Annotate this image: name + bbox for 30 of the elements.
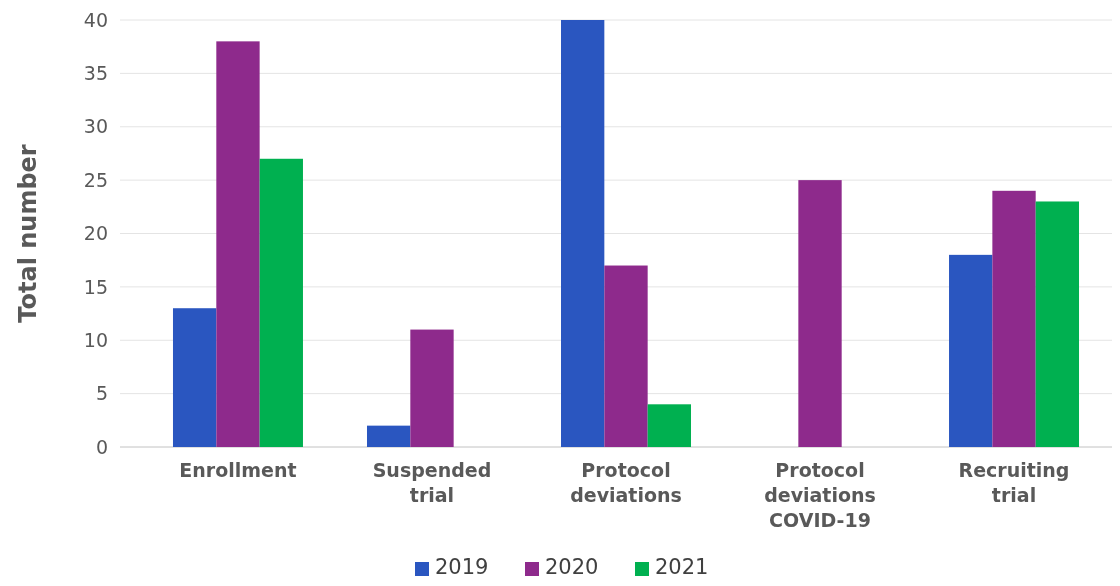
x-tick-label: Protocol deviations COVID-19 <box>764 459 876 531</box>
bar <box>647 404 691 447</box>
y-tick-label: 15 <box>83 275 108 298</box>
bar <box>410 329 454 447</box>
y-tick-label: 10 <box>83 328 108 351</box>
y-tick-label: 25 <box>83 168 108 191</box>
y-tick-label: 5 <box>95 382 108 405</box>
x-tick-label: Recruiting trial <box>958 459 1070 506</box>
bar <box>798 180 842 447</box>
y-tick-label: 30 <box>83 115 108 138</box>
bar <box>172 308 217 447</box>
legend-label: 2019 <box>435 555 489 579</box>
legend-label: 2021 <box>655 555 709 579</box>
bar <box>216 41 260 447</box>
bar <box>259 158 303 447</box>
y-tick-label: 20 <box>83 222 108 245</box>
legend-label: 2020 <box>545 555 599 579</box>
bar <box>604 265 648 447</box>
y-tick-label: 0 <box>95 435 108 458</box>
x-tick-label: Suspended trial <box>372 459 492 506</box>
bar <box>992 190 1036 447</box>
x-tick-label: Enrollment <box>179 459 297 481</box>
bar <box>949 254 993 447</box>
y-axis-title: Total number <box>14 144 42 323</box>
bar <box>366 425 411 447</box>
y-tick-label: 40 <box>83 8 108 31</box>
bar <box>1035 201 1080 447</box>
x-tick-label: Protocol deviations <box>570 459 682 506</box>
bar <box>561 20 605 447</box>
y-tick-label: 35 <box>83 62 108 85</box>
